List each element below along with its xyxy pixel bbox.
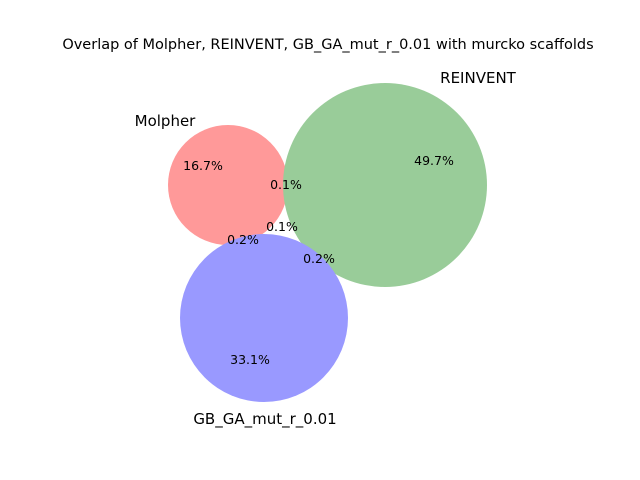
region-label-molpher-only: 16.7% xyxy=(183,158,223,173)
set-label-molpher: Molpher xyxy=(135,112,197,130)
region-label-molpher-gbga: 0.2% xyxy=(227,232,259,247)
region-label-gbga-only: 33.1% xyxy=(230,352,270,367)
chart-title: Overlap of Molpher, REINVENT, GB_GA_mut_… xyxy=(62,37,593,53)
region-label-reinvent-gbga: 0.2% xyxy=(303,251,335,266)
reinvent-circle xyxy=(283,83,487,287)
set-label-gbga: GB_GA_mut_r_0.01 xyxy=(193,410,336,429)
region-label-all-three: 0.1% xyxy=(266,219,298,234)
region-label-reinvent-only: 49.7% xyxy=(414,153,454,168)
gbga-circle xyxy=(180,234,348,402)
set-label-reinvent: REINVENT xyxy=(440,69,517,87)
region-label-molpher-reinvent: 0.1% xyxy=(270,177,302,192)
molpher-circle xyxy=(168,125,288,245)
